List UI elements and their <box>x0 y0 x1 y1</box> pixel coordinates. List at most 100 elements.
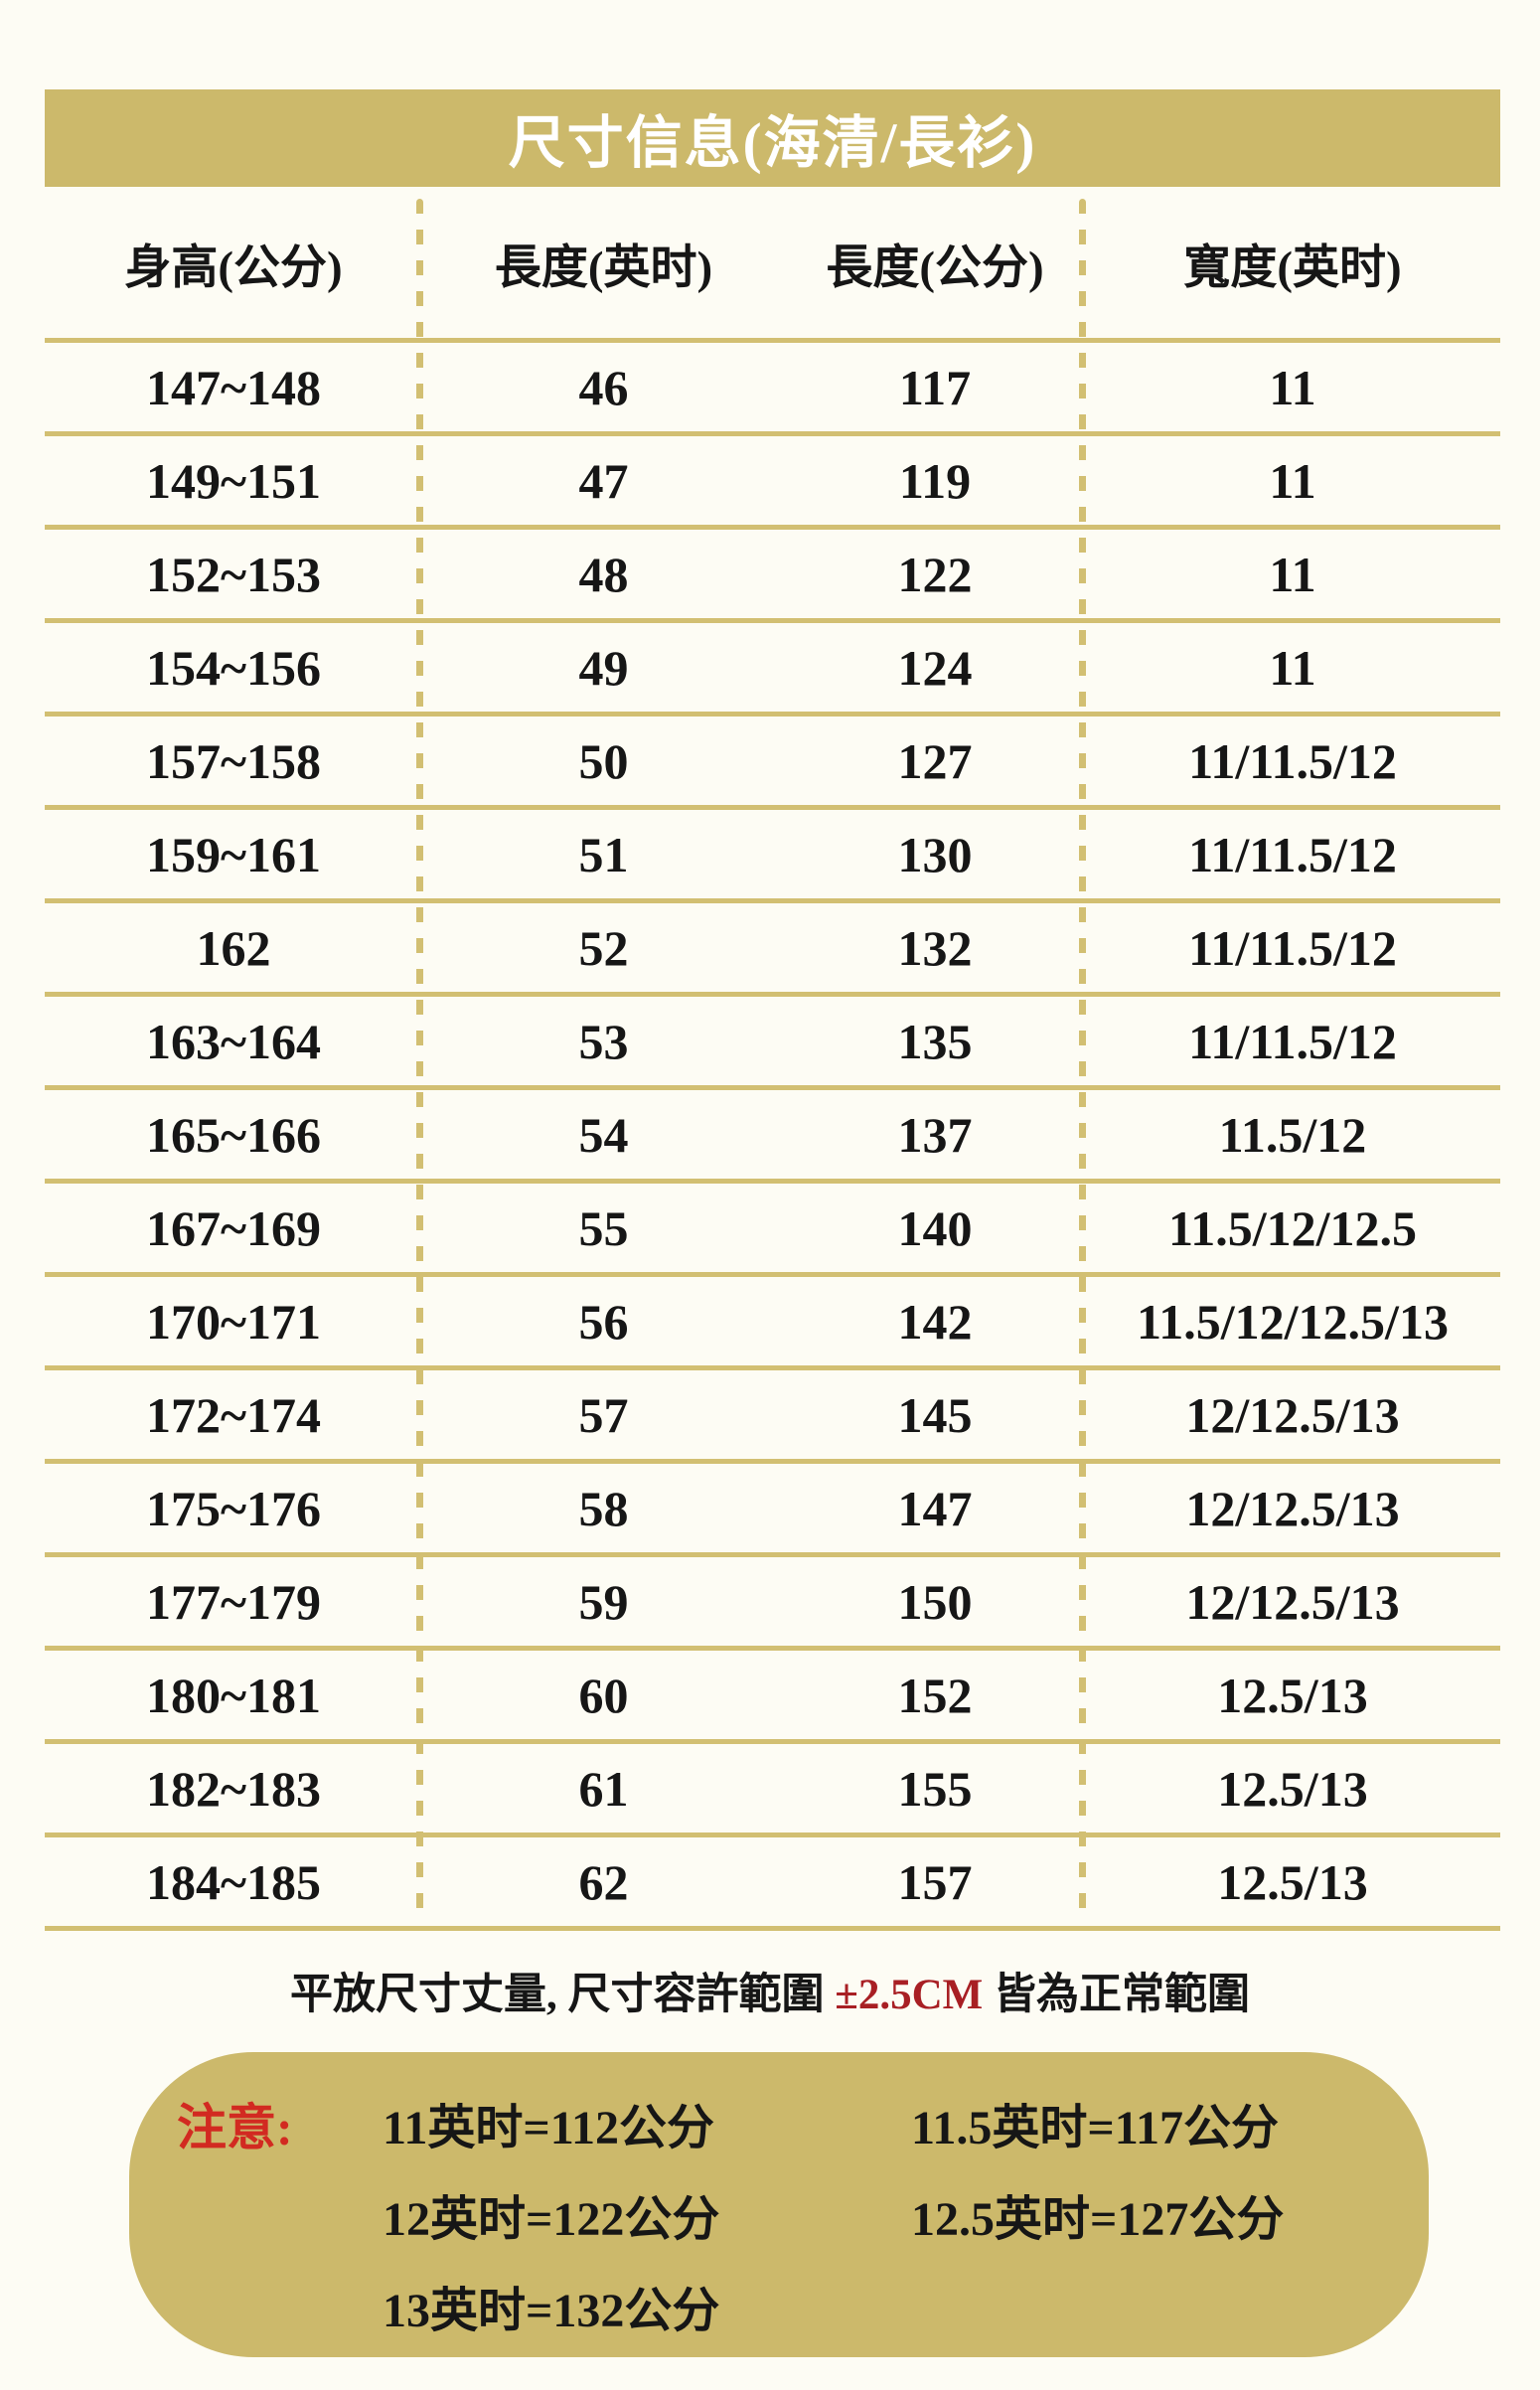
conversion-12in: 12英时=122公分 <box>383 2193 720 2246</box>
column-divider-dotted-2 <box>1079 199 1086 1919</box>
length-inch-cell: 59 <box>578 1573 629 1630</box>
table-row: 170~171 56 142 11.5/12/12.5/13 <box>45 1277 1500 1365</box>
width-inch-cell: 11 <box>1269 546 1316 602</box>
row-separator-line <box>45 1179 1500 1184</box>
table-row: 152~153 48 122 11 <box>45 530 1500 618</box>
length-cm-cell: 152 <box>897 1667 973 1723</box>
table-row: 147~148 46 117 11 <box>45 343 1500 431</box>
width-inch-cell: 11/11.5/12 <box>1188 826 1397 882</box>
length-inch-cell: 48 <box>578 546 629 602</box>
width-inch-cell: 11.5/12 <box>1218 1106 1367 1163</box>
length-inch-cell: 55 <box>578 1199 629 1256</box>
tolerance-value: ±2.5CM <box>835 1972 984 2018</box>
height-cell: 184~185 <box>145 1853 321 1910</box>
height-cell: 152~153 <box>145 546 321 602</box>
row-separator-line <box>45 338 1500 343</box>
row-separator-line <box>45 805 1500 810</box>
table-row: 172~174 57 145 12/12.5/13 <box>45 1370 1500 1459</box>
length-cm-cell: 127 <box>897 732 973 789</box>
length-cm-cell: 122 <box>897 546 973 602</box>
height-cell: 163~164 <box>145 1013 321 1069</box>
height-cell: 157~158 <box>145 732 321 789</box>
height-cell: 149~151 <box>145 452 321 509</box>
length-cm-cell: 142 <box>897 1293 973 1350</box>
title-bar: 尺寸信息(海清/長衫) <box>45 89 1500 187</box>
row-separator-line <box>45 1646 1500 1651</box>
row-separator-line <box>45 1272 1500 1277</box>
table-row: 149~151 47 119 11 <box>45 436 1500 525</box>
conversion-13in: 13英时=132公分 <box>383 2285 720 2337</box>
table-row: 163~164 53 135 11/11.5/12 <box>45 997 1500 1085</box>
length-cm-cell: 130 <box>897 826 973 882</box>
table-row: 180~181 60 152 12.5/13 <box>45 1651 1500 1739</box>
width-inch-cell: 11 <box>1269 639 1316 696</box>
row-separator-line <box>45 1365 1500 1370</box>
width-inch-cell: 11.5/12/12.5/13 <box>1137 1293 1449 1350</box>
length-inch-cell: 46 <box>578 359 629 415</box>
length-inch-cell: 60 <box>578 1667 629 1723</box>
height-cell: 175~176 <box>145 1480 321 1536</box>
length-inch-cell: 62 <box>578 1853 629 1910</box>
length-cm-cell: 119 <box>898 452 972 509</box>
length-cm-cell: 150 <box>897 1573 973 1630</box>
measurement-tolerance-note: 平放尺寸丈量, 尺寸容許範圍 ±2.5CM 皆為正常範圍 <box>0 1960 1540 2021</box>
width-inch-cell: 12.5/13 <box>1217 1853 1368 1910</box>
height-cell: 182~183 <box>145 1760 321 1817</box>
tolerance-note-suffix: 皆為正常範圍 <box>983 1972 1250 2018</box>
length-cm-cell: 157 <box>897 1853 973 1910</box>
width-inch-cell: 11.5/12/12.5 <box>1167 1199 1418 1256</box>
table-row: 154~156 49 124 11 <box>45 623 1500 712</box>
row-separator-line <box>45 1926 1500 1931</box>
header-length-cm: 長度(公分) <box>826 241 1044 294</box>
width-inch-cell: 11 <box>1269 359 1316 415</box>
width-inch-cell: 12.5/13 <box>1217 1760 1368 1817</box>
height-cell: 180~181 <box>145 1667 321 1723</box>
length-inch-cell: 58 <box>578 1480 629 1536</box>
length-inch-cell: 50 <box>578 732 629 789</box>
table-row: 165~166 54 137 11.5/12 <box>45 1090 1500 1179</box>
row-separator-line <box>45 1832 1500 1837</box>
length-inch-cell: 47 <box>578 452 629 509</box>
table-row: 177~179 59 150 12/12.5/13 <box>45 1557 1500 1646</box>
length-cm-cell: 147 <box>897 1480 973 1536</box>
height-cell: 172~174 <box>145 1386 321 1443</box>
header-width-inch: 寬度(英时) <box>1183 241 1402 294</box>
width-inch-cell: 11/11.5/12 <box>1188 1013 1397 1069</box>
header-length-inch: 長度(英时) <box>494 241 713 294</box>
row-separator-line <box>45 712 1500 717</box>
row-separator-line <box>45 992 1500 997</box>
length-cm-cell: 137 <box>897 1106 973 1163</box>
length-inch-cell: 56 <box>578 1293 629 1350</box>
width-inch-cell: 12/12.5/13 <box>1185 1386 1400 1443</box>
height-cell: 170~171 <box>145 1293 321 1350</box>
table-row: 159~161 51 130 11/11.5/12 <box>45 810 1500 898</box>
conversion-11-5in: 11.5英时=117公分 <box>911 2102 1280 2154</box>
length-inch-cell: 49 <box>578 639 629 696</box>
length-cm-cell: 124 <box>897 639 973 696</box>
length-cm-cell: 145 <box>897 1386 973 1443</box>
height-cell: 162 <box>196 919 271 976</box>
table-row: 182~183 61 155 12.5/13 <box>45 1744 1500 1832</box>
length-inch-cell: 52 <box>578 919 629 976</box>
row-separator-line <box>45 1459 1500 1464</box>
length-cm-cell: 117 <box>898 359 972 415</box>
table-row: 157~158 50 127 11/11.5/12 <box>45 717 1500 805</box>
height-cell: 159~161 <box>145 826 321 882</box>
size-table: 身高(公分) 長度(英时) 長度(公分) 寬度(英时) 147~148 46 1… <box>45 187 1500 1931</box>
row-separator-line <box>45 431 1500 436</box>
table-row: 175~176 58 147 12/12.5/13 <box>45 1464 1500 1552</box>
height-cell: 177~179 <box>145 1573 321 1630</box>
width-inch-cell: 11 <box>1269 452 1316 509</box>
width-inch-cell: 11/11.5/12 <box>1188 732 1397 789</box>
row-separator-line <box>45 1739 1500 1744</box>
length-cm-cell: 155 <box>897 1760 973 1817</box>
height-cell: 167~169 <box>145 1199 321 1256</box>
height-cell: 154~156 <box>145 639 321 696</box>
table-row: 162 52 132 11/11.5/12 <box>45 903 1500 992</box>
length-cm-cell: 132 <box>897 919 973 976</box>
conversion-12-5in: 12.5英时=127公分 <box>911 2193 1285 2246</box>
length-inch-cell: 57 <box>578 1386 629 1443</box>
length-inch-cell: 53 <box>578 1013 629 1069</box>
header-height-cm: 身高(公分) <box>124 241 343 294</box>
